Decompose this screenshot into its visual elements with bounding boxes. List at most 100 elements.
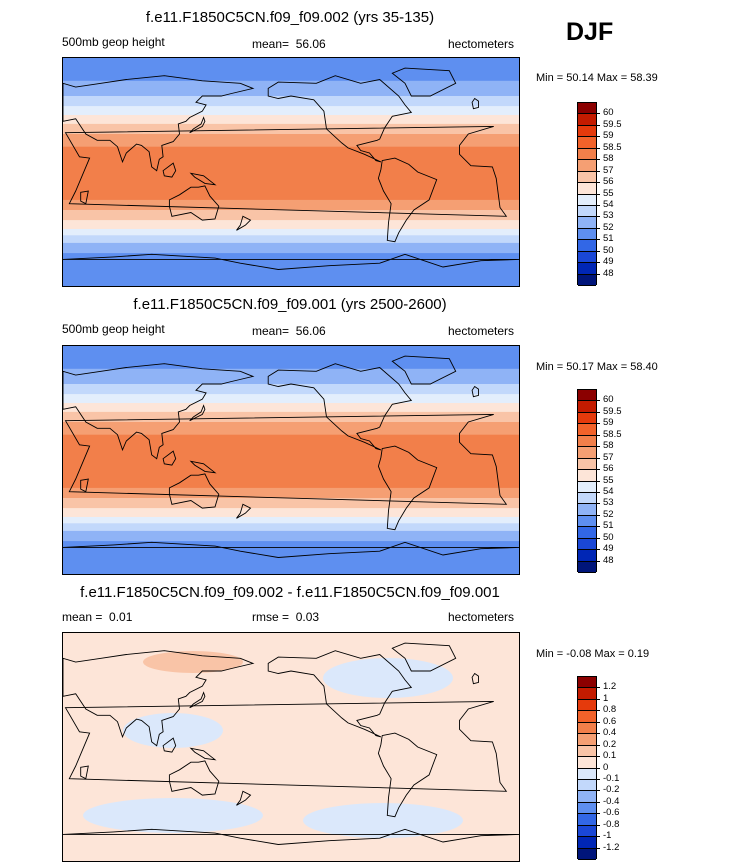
- colorbar-tick: [596, 756, 600, 758]
- colorbar-swatch: [578, 217, 596, 229]
- colorbar-tick-label: 58: [603, 153, 614, 165]
- panel-2-map: [62, 345, 520, 575]
- colorbar-tick: [596, 136, 600, 138]
- coastline-borneo: [162, 450, 177, 466]
- colorbar-tick-label: -0.4: [603, 795, 620, 807]
- panel-1-max-value: 58.39: [630, 72, 658, 84]
- coastline-antarctica: [63, 541, 519, 558]
- colorbar-tick-label: 0: [603, 761, 609, 773]
- colorbar-tick: [596, 721, 600, 723]
- colorbar-tick-label: 49: [603, 256, 614, 268]
- colorbar-swatch: [578, 677, 596, 689]
- contour-band: [63, 146, 519, 201]
- contour-band: [63, 210, 519, 221]
- panel-3-max-text: Max =: [594, 648, 625, 660]
- colorbar-tick-label: 58: [603, 440, 614, 452]
- colorbar-swatch: [578, 791, 596, 803]
- panel-1-mean-value: 56.06: [295, 37, 326, 51]
- panel-2-field-label: 500mb geop height: [62, 322, 165, 336]
- panel-3-max-value: 0.19: [627, 648, 650, 660]
- contour-band: [63, 346, 519, 370]
- contour-band: [63, 517, 519, 524]
- colorbar-swatch: [578, 757, 596, 769]
- panel-2-colorbar: 60 59.5 59 58.5 58 57 56 55 54 53 52 51 50 49 48: [577, 389, 637, 573]
- contour-band: [63, 80, 519, 97]
- colorbar-swatch: [578, 538, 596, 551]
- coastline-north-america: [267, 363, 413, 451]
- colorbar-swatch: [578, 688, 596, 700]
- colorbar-swatch: [578, 160, 596, 172]
- coastline-eurasia: [63, 650, 255, 747]
- colorbar-swatch: [578, 848, 596, 860]
- coastline-greenland: [391, 67, 457, 97]
- colorbar-swatch: [578, 424, 596, 436]
- colorbar-tick-label: -0.1: [603, 772, 620, 784]
- colorbar-swatch: [578, 114, 596, 126]
- colorbar-swatch: [578, 125, 596, 138]
- coastline-new-guinea: [189, 172, 217, 186]
- panel-3-mean-text: mean =: [62, 610, 103, 624]
- coastline-madagascar: [80, 478, 89, 493]
- colorbar-tick: [596, 790, 600, 792]
- contour-patch-north-atlantic: [323, 658, 453, 698]
- colorbar-swatch: [578, 699, 596, 712]
- colorbar-swatch: [578, 137, 596, 149]
- panel-3-rmse-text: rmse =: [252, 610, 290, 624]
- colorbar-swatch: [578, 802, 596, 815]
- contour-band: [63, 242, 519, 254]
- colorbar-swatch: [578, 837, 596, 849]
- panel-2-min-text: Min =: [536, 361, 564, 373]
- coastline-eurasia: [63, 75, 255, 172]
- contour-band: [63, 384, 519, 395]
- coastline-africa: [64, 125, 508, 217]
- colorbar-tick: [596, 847, 600, 849]
- colorbar-tick-label: 59: [603, 417, 614, 429]
- panel-2-mean: mean= 56.06: [252, 324, 326, 338]
- colorbar-swatch: [578, 171, 596, 184]
- panel-3-rmse-value: 0.03: [295, 610, 320, 624]
- colorbar-swatch: [578, 148, 596, 161]
- colorbar-tick-label: -0.2: [603, 784, 620, 796]
- colorbar-tick: [596, 204, 600, 206]
- colorbar-swatch: [578, 458, 596, 471]
- colorbar-swatch: [578, 825, 596, 838]
- colorbar-swatch: [578, 205, 596, 218]
- contour-band: [63, 508, 519, 518]
- colorbar-tick-label: 56: [603, 463, 614, 475]
- colorbar-tick: [596, 262, 600, 264]
- contour-band: [63, 541, 519, 574]
- contour-band: [63, 530, 519, 542]
- colorbar-tick-label: 54: [603, 485, 614, 497]
- colorbar-tick-label: 57: [603, 164, 614, 176]
- colorbar-swatch: [578, 103, 596, 115]
- colorbar-tick: [596, 250, 600, 252]
- panel-2-min-value: 50.17: [566, 361, 594, 373]
- colorbar-swatch: [578, 711, 596, 723]
- panel-3-min-text: Min =: [536, 648, 564, 660]
- contour-band: [63, 422, 519, 436]
- coastline-africa: [64, 413, 508, 505]
- coastline-antarctica: [63, 828, 519, 845]
- coastline-north-america: [267, 75, 413, 163]
- coastline-britain: [471, 672, 479, 685]
- panel-3-rmse: rmse = 0.03: [252, 610, 319, 624]
- colorbar-tick-label: 59: [603, 130, 614, 142]
- colorbar-tick: [596, 113, 600, 115]
- panel-1-field-label: 500mb geop height: [62, 35, 165, 49]
- colorbar-swatch: [578, 194, 596, 206]
- coastline-south-america: [377, 157, 438, 243]
- colorbar-tick-label: 52: [603, 508, 614, 520]
- panel-2-units: hectometers: [448, 324, 515, 338]
- panel-3-min-value: -0.08: [566, 648, 592, 660]
- colorbar-swatch: [578, 412, 596, 425]
- colorbar-tick: [596, 124, 600, 126]
- colorbar-tick-label: 55: [603, 187, 614, 199]
- contour-band: [63, 58, 519, 82]
- coastline-japan: [189, 691, 206, 709]
- colorbar-swatch: [578, 722, 596, 735]
- panel-3-title: f.e11.F1850C5CN.f09_f09.002 - f.e11.F185…: [80, 584, 500, 601]
- panel-1-map: [62, 57, 520, 287]
- coastline-australia: [168, 473, 220, 509]
- colorbar-tick-label: 53: [603, 210, 614, 222]
- coastline-japan: [189, 404, 206, 422]
